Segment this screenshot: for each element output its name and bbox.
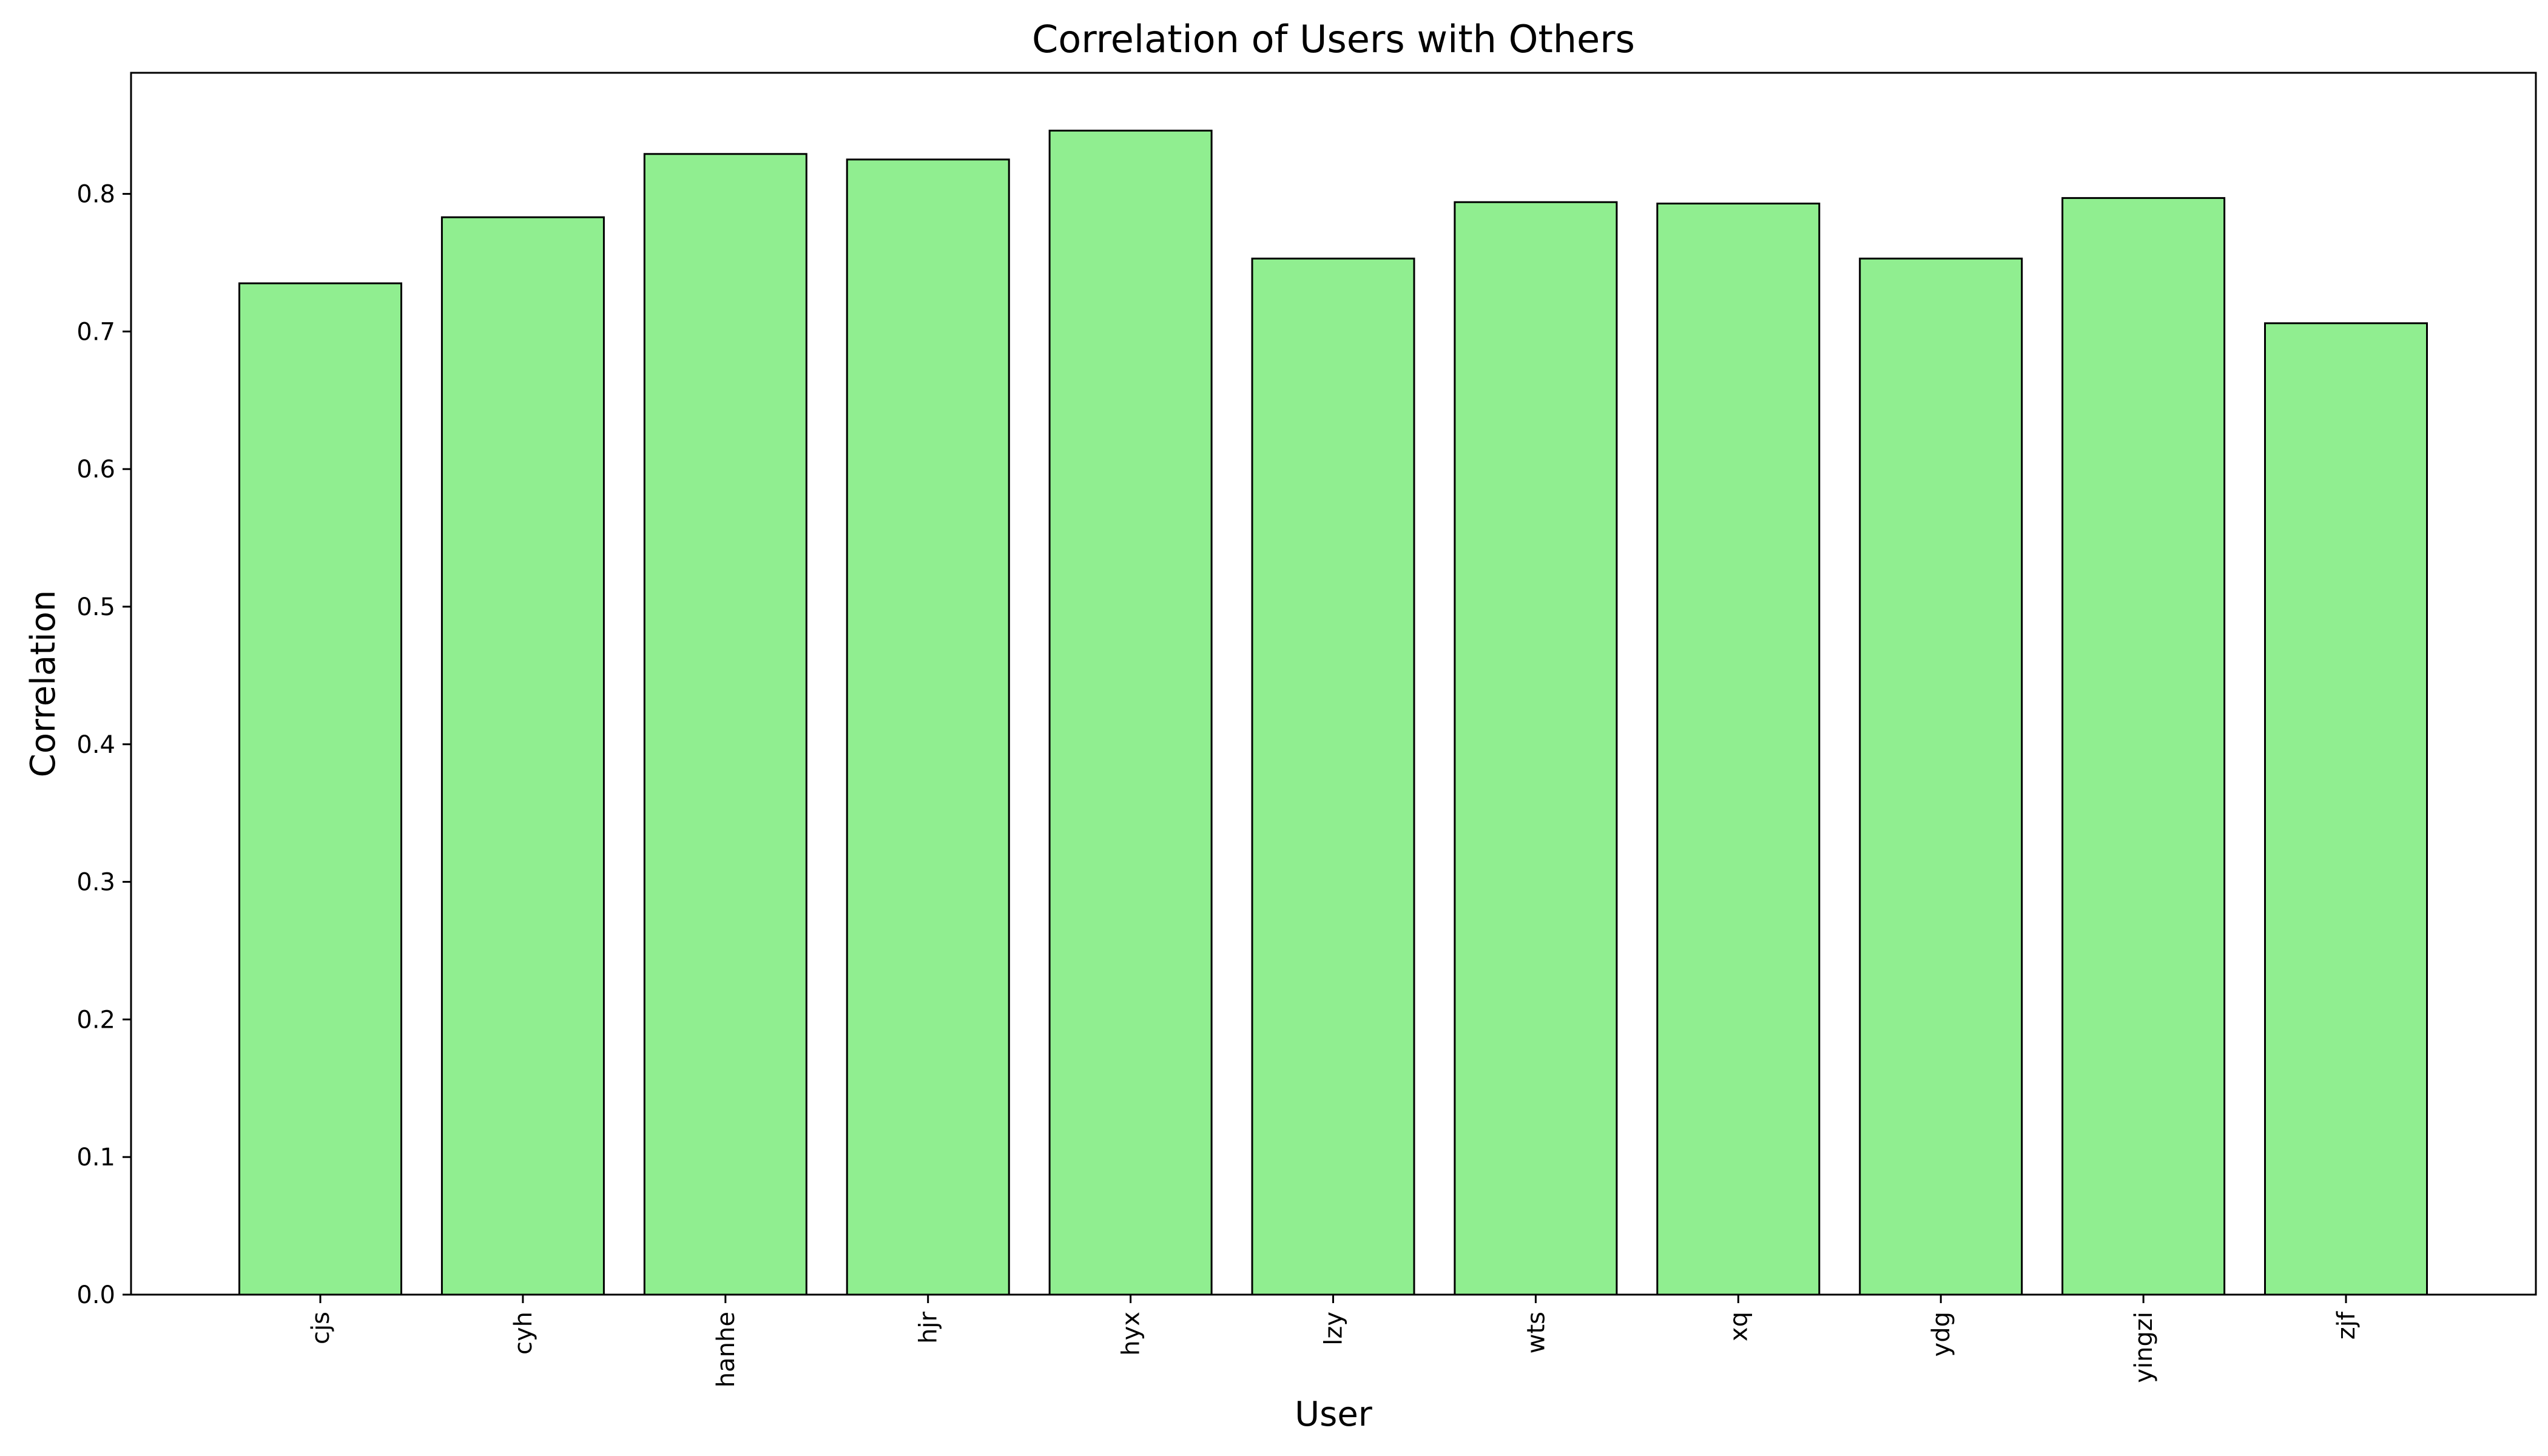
x-tick-label: hjr (915, 1311, 943, 1343)
bar-cyh (440, 216, 605, 1296)
y-axis-label: Correlation (24, 590, 63, 778)
bar-cjs (238, 282, 402, 1296)
x-tick-label: cjs (307, 1312, 335, 1344)
x-tick-label: lzy (1320, 1312, 1348, 1346)
bar-yingzi (2061, 197, 2226, 1296)
y-axis: 0.0 0.1 0.2 0.3 0.4 0.5 0.6 0.7 0.8 (76, 181, 131, 1309)
x-tick-label: xq (1725, 1312, 1753, 1341)
x-tick-label: yingzi (2130, 1312, 2158, 1383)
bar-wts (1454, 201, 1618, 1296)
y-tick-label: 0.2 (76, 1006, 115, 1034)
bar-xq (1656, 203, 1821, 1296)
x-tick-label: ydg (1927, 1312, 1955, 1357)
y-tick-label: 0.3 (76, 869, 115, 897)
x-tick-label: cyh (510, 1312, 538, 1355)
y-tick-label: 0.7 (76, 318, 115, 346)
y-tick-label: 0.4 (76, 731, 115, 759)
bar-zjf (2264, 322, 2428, 1296)
x-axis: cjs cyh hanhe hjr hyx lzy wts xq ydg yingzi zjf (307, 1295, 2361, 1387)
x-tick-label: zjf (2333, 1311, 2361, 1340)
chart-title: Correlation of Users with Others (1032, 17, 1635, 61)
x-tick-label: wts (1522, 1312, 1550, 1353)
bar-hjr (846, 158, 1010, 1296)
y-tick-label: 0.1 (76, 1144, 115, 1171)
x-tick-label: hyx (1117, 1312, 1145, 1356)
bar-ydg (1859, 257, 2023, 1296)
y-tick-label: 0.8 (76, 181, 115, 209)
y-tick-label: 0.5 (76, 593, 115, 621)
plot-frame (130, 72, 2537, 1296)
bar-hyx (1048, 129, 1213, 1296)
bar-hanhe (643, 153, 807, 1296)
x-axis-label: User (1295, 1395, 1373, 1434)
plot-area (238, 129, 2428, 1296)
y-tick-label: 0.6 (76, 456, 115, 484)
x-tick-label: hanhe (712, 1312, 740, 1387)
bar-lzy (1251, 257, 1415, 1296)
y-tick-label: 0.0 (76, 1281, 115, 1309)
